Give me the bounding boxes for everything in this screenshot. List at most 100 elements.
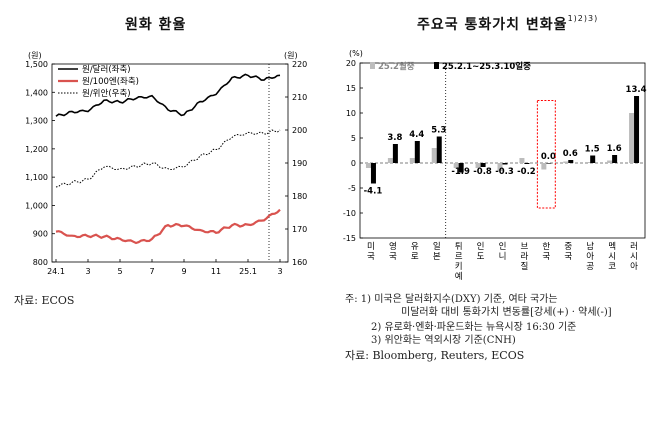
- bar-feb: [497, 163, 503, 171]
- bar-y-tick-label: 0: [351, 159, 356, 168]
- legend-label: 원/달러(좌축): [82, 64, 131, 75]
- category-label-char: 일: [433, 242, 441, 252]
- category-label-char: 질: [521, 261, 529, 272]
- bar-y-tick-label: -10: [343, 209, 356, 218]
- left-y-tick-label: 1,100: [25, 173, 48, 182]
- category-label-char: 본: [433, 252, 441, 262]
- bar-feb: [409, 158, 415, 163]
- bar-data-label: -0.2: [517, 167, 536, 177]
- bar-feb: [453, 163, 459, 168]
- bar-y-tick-label: 15: [346, 84, 356, 93]
- bar-feb: [585, 162, 591, 163]
- bar-period: [392, 144, 398, 163]
- bar-y-tick-label: -5: [348, 184, 356, 193]
- series-line-1: [55, 208, 281, 245]
- bar-data-label: 4.4: [409, 130, 424, 140]
- x-tick-label: 3: [277, 267, 282, 276]
- bar-axis-unit: (%): [349, 49, 363, 58]
- bar-feb: [365, 163, 371, 168]
- x-tick-label: 3: [85, 267, 90, 276]
- category-label-char: 코: [608, 262, 616, 272]
- series-line-0: [55, 73, 281, 117]
- bar-feb: [541, 163, 547, 170]
- bar-y-tick-label: 5: [351, 134, 356, 143]
- korea-highlight-box: [536, 100, 556, 209]
- bar-feb: [563, 161, 569, 163]
- bar-y-tick-label: 20: [346, 59, 356, 68]
- category-label-char: 국: [542, 252, 550, 262]
- x-tick-label: 7: [149, 267, 154, 276]
- bar-period: [480, 163, 486, 167]
- right-y-tick-label: 160: [292, 258, 307, 267]
- bar-feb: [519, 158, 525, 163]
- category-label-char: 영: [389, 241, 397, 252]
- right-y-tick-label: 170: [292, 225, 307, 234]
- series-line-2: [55, 129, 281, 188]
- right-chart-title-sup: 1)2)3): [567, 14, 599, 23]
- bar-feb: [629, 113, 635, 163]
- left-y-tick-label: 1,000: [25, 201, 48, 210]
- left-y-tick-label: 800: [33, 258, 48, 267]
- bar-data-label: -1.9: [451, 167, 470, 177]
- bar-period: [436, 136, 442, 163]
- category-label-char: 국: [389, 252, 397, 262]
- category-label-char: 아: [586, 251, 594, 262]
- left-y-tick-label: 1,200: [25, 145, 48, 154]
- bar-data-label: 5.3: [431, 126, 446, 136]
- right-y-tick-label: 220: [292, 60, 307, 69]
- category-label-char: 르: [455, 252, 463, 262]
- bar-data-label: 0.6: [563, 149, 578, 159]
- bar-data-label: 0.0: [541, 152, 556, 162]
- x-tick-label: 11: [211, 267, 221, 276]
- bar-period: [568, 160, 574, 163]
- category-label-char: 인: [499, 241, 507, 252]
- right-axis-unit: (원): [284, 51, 298, 60]
- bar-period: [458, 163, 464, 173]
- bar-feb: [431, 148, 437, 163]
- category-label-char: 니: [499, 251, 507, 262]
- category-label-char: 인: [477, 241, 485, 252]
- right-y-tick-label: 180: [292, 192, 307, 201]
- bar-data-label: 13.4: [626, 85, 647, 95]
- right-chart-title-text: 주요국 통화가치 변화율: [417, 17, 568, 33]
- left-y-tick-label: 900: [33, 230, 48, 239]
- left-chart-title: 원화 환율: [125, 17, 187, 33]
- category-label-char: 도: [477, 252, 485, 262]
- category-label-char: 시: [630, 252, 638, 262]
- category-label-char: 키: [455, 262, 463, 272]
- bar-feb: [387, 158, 393, 163]
- category-label-char: 로: [411, 252, 419, 262]
- category-label-char: 공: [586, 262, 594, 272]
- bar-plot-frame: [359, 62, 646, 239]
- right-y-tick-label: 200: [292, 126, 307, 135]
- bar-period: [546, 163, 552, 164]
- category-label-char: 튀: [455, 241, 463, 252]
- bar-period: [524, 163, 530, 164]
- bar-data-label: -4.1: [364, 187, 383, 197]
- category-label-char: 한: [542, 242, 550, 252]
- category-label-char: 시: [608, 252, 616, 262]
- bar-data-label: 1.5: [585, 145, 600, 155]
- category-label-char: 미: [367, 242, 375, 252]
- note-2: 2) 유로화·엔화·파운드화는 뉴욕시장 16:30 기준: [371, 322, 577, 333]
- left-y-tick-label: 1,500: [25, 60, 48, 69]
- category-label-char: 국: [564, 252, 572, 262]
- category-label-char: 라: [521, 252, 529, 262]
- note-1a: 주: 1) 미국은 달러화지수(DXY) 기준, 여타 국가는: [345, 294, 558, 305]
- note-1b: 미달러화 대비 통화가치 변동률[강세(+) · 약세(-)]: [401, 307, 612, 318]
- right-y-tick-label: 190: [292, 159, 307, 168]
- bar-feb: [607, 160, 613, 163]
- left-source: 자료: ECOS: [14, 294, 75, 307]
- right-chart-title: 주요국 통화가치 변화율1)2)3): [417, 14, 598, 34]
- legend-label-period: 25.2.1~25.3.10일중: [442, 61, 531, 72]
- bar-y-tick-label: 10: [346, 109, 356, 118]
- category-label-char: 예: [455, 271, 463, 282]
- category-label-char: 러: [630, 242, 638, 252]
- bar-data-label: -0.8: [473, 167, 492, 177]
- category-label-char: 중: [564, 242, 572, 252]
- right-y-tick-label: 210: [292, 93, 307, 102]
- x-tick-label: 25.1: [239, 267, 257, 276]
- bar-data-label: 3.8: [387, 133, 402, 143]
